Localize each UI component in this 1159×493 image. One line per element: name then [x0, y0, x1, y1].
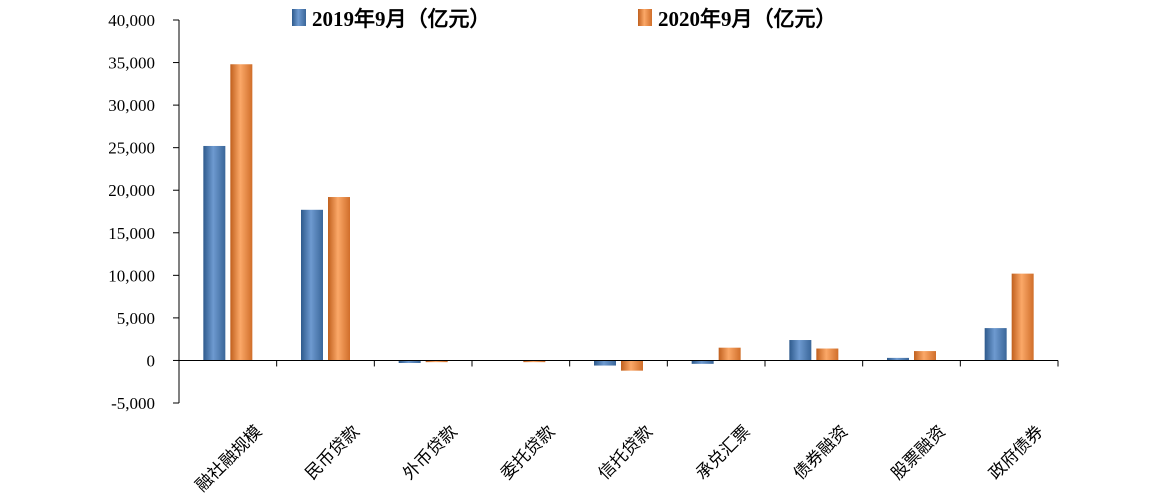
y-tick-label: 0	[147, 351, 156, 370]
category-label: 债券融资	[790, 422, 852, 484]
category-label: 外币贷款	[399, 422, 461, 484]
bar-2020	[425, 360, 448, 363]
bar-2020	[914, 351, 936, 361]
legend-label-2019: 2019年9月（亿元）	[312, 7, 491, 31]
bar-2019	[691, 360, 714, 364]
category-label: 融社融规模	[192, 422, 266, 493]
legend: 2019年9月（亿元） 2020年9月（亿元）	[292, 7, 837, 31]
bar-2020	[328, 197, 350, 361]
legend-swatch-2020	[638, 9, 652, 26]
bar-2020	[230, 64, 253, 361]
bar-2020	[816, 348, 839, 361]
y-tick-label: 10,000	[108, 266, 155, 285]
legend-label-2020: 2020年9月（亿元）	[658, 7, 837, 31]
bar-2019	[203, 145, 226, 361]
y-tick-label: -5,000	[111, 394, 155, 413]
bar-2019	[887, 357, 909, 361]
bar-2020	[1011, 273, 1034, 361]
y-tick-label: 30,000	[108, 96, 155, 115]
category-label: 信托贷款	[595, 422, 657, 484]
bar-2019	[594, 360, 616, 366]
bar-2019	[398, 360, 421, 363]
category-label: 政府债券	[985, 422, 1047, 484]
category-label: 承兑汇票	[692, 422, 754, 484]
legend-swatch-2019	[292, 9, 306, 26]
y-tick-label: 35,000	[108, 54, 155, 73]
category-labels: 融社融规模 民币贷款 外币贷款 委托贷款 信托贷款 承兑汇票 债券融资 股票融资 政府债券	[192, 422, 1048, 493]
y-axis-ticks: -5,000 0 5,000 10,000 15,000 20,000 25,000 30,0…	[108, 11, 179, 413]
y-tick-label: 25,000	[108, 139, 155, 158]
y-tick-label: 40,000	[108, 11, 155, 30]
x-axis	[178, 359, 1059, 367]
bar-2019	[789, 340, 812, 361]
bars	[203, 64, 1034, 371]
category-label: 委托贷款	[497, 422, 559, 484]
y-tick-label: 5,000	[117, 309, 155, 328]
bar-2020	[718, 347, 741, 361]
bar-2020	[523, 360, 546, 363]
bar-2019	[301, 209, 323, 361]
category-label: 股票融资	[888, 422, 950, 484]
bar-2020	[621, 360, 643, 371]
bar-2019	[984, 328, 1007, 361]
y-tick-label: 20,000	[108, 181, 155, 200]
y-tick-label: 15,000	[108, 224, 155, 243]
category-label: 民币贷款	[302, 422, 364, 484]
